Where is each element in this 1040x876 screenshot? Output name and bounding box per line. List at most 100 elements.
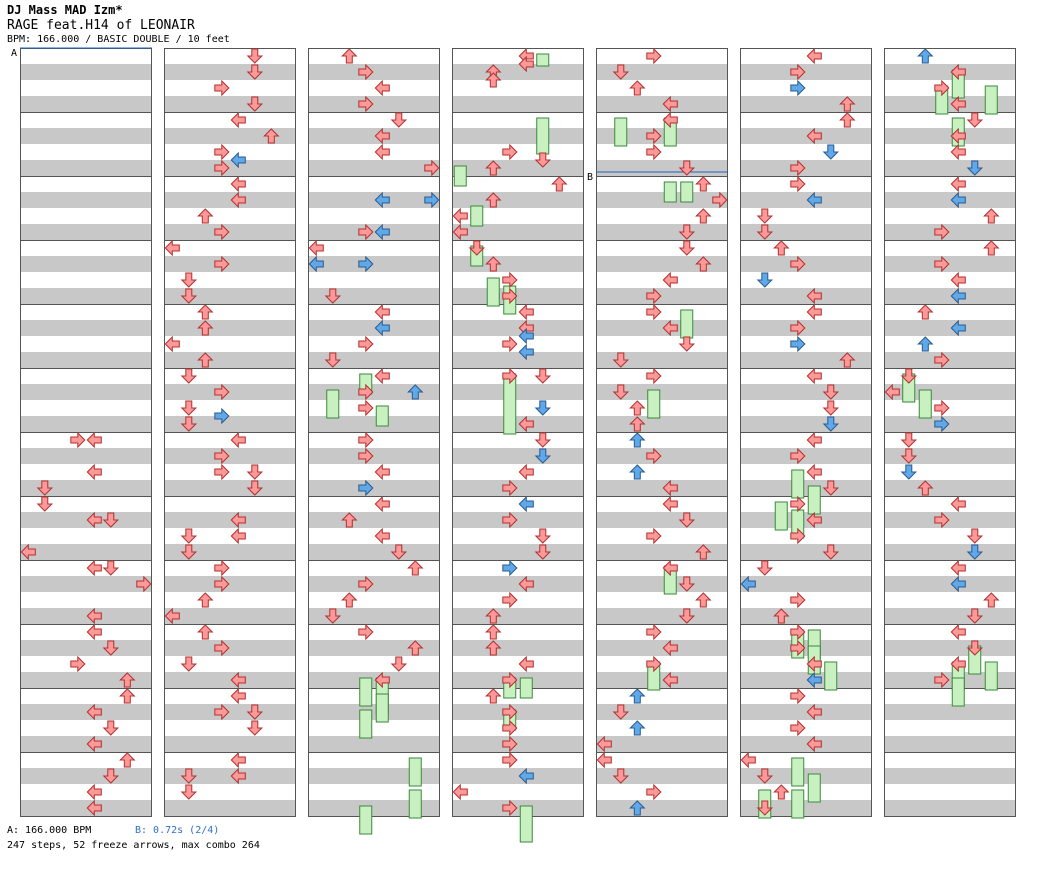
beat-stripe xyxy=(20,672,152,688)
beat-stripe xyxy=(308,768,440,784)
beat-stripe xyxy=(164,736,296,752)
step-arrow xyxy=(86,463,102,481)
step-arrow xyxy=(424,159,440,177)
beat-stripe xyxy=(164,128,296,144)
beat-stripe xyxy=(20,288,152,304)
freeze-arrow xyxy=(375,405,389,427)
beat-stripe xyxy=(596,64,728,80)
step-arrow xyxy=(180,768,198,784)
step-arrow xyxy=(629,720,646,736)
beat-stripe xyxy=(884,128,1016,144)
step-arrow xyxy=(662,479,678,497)
step-arrow xyxy=(230,511,246,529)
beat-stripe xyxy=(308,224,440,240)
step-arrow xyxy=(246,704,264,720)
step-arrow xyxy=(806,463,822,481)
chart-info: BPM: 166.000 / BASIC DOUBLE / 10 feet xyxy=(7,34,230,45)
step-arrow xyxy=(86,559,102,577)
freeze-arrow xyxy=(984,661,998,691)
step-arrow xyxy=(502,719,518,737)
freeze-arrow xyxy=(408,789,422,819)
step-arrow xyxy=(900,432,918,448)
beat-stripe xyxy=(740,672,872,688)
step-arrow xyxy=(36,480,54,496)
step-arrow xyxy=(950,127,966,145)
beat-stripe xyxy=(452,704,584,720)
beat-stripe xyxy=(596,544,728,560)
beat-stripe xyxy=(308,256,440,272)
beat-stripe xyxy=(452,96,584,112)
step-arrow xyxy=(806,735,822,753)
step-arrow xyxy=(324,352,342,368)
beat-stripe xyxy=(596,96,728,112)
step-arrow xyxy=(596,751,612,769)
step-arrow xyxy=(950,559,966,577)
step-arrow xyxy=(214,447,230,465)
beat-stripe xyxy=(884,320,1016,336)
beat-stripe xyxy=(164,480,296,496)
step-arrow xyxy=(230,431,246,449)
step-arrow xyxy=(629,416,646,432)
step-arrow xyxy=(102,720,120,736)
step-arrow xyxy=(214,223,230,241)
step-arrow xyxy=(646,287,662,305)
beat-stripe xyxy=(740,288,872,304)
step-arrow xyxy=(102,640,120,656)
step-arrow xyxy=(164,335,180,353)
step-arrow xyxy=(230,151,246,169)
step-arrow xyxy=(518,415,534,433)
beat-stripe xyxy=(452,480,584,496)
step-arrow xyxy=(934,415,950,433)
beat-stripe xyxy=(884,640,1016,656)
step-arrow xyxy=(502,559,518,577)
step-arrow xyxy=(502,591,518,609)
step-arrow xyxy=(324,288,342,304)
step-arrow xyxy=(806,47,822,65)
step-arrow xyxy=(966,608,984,624)
freeze-arrow xyxy=(536,117,550,155)
step-arrow xyxy=(197,624,214,640)
beat-stripe xyxy=(452,736,584,752)
step-arrow xyxy=(806,511,822,529)
step-arrow xyxy=(678,224,696,240)
step-arrow xyxy=(806,367,822,385)
column-border xyxy=(452,48,584,817)
step-arrow xyxy=(214,575,230,593)
freeze-arrow xyxy=(807,773,821,803)
beat-stripe xyxy=(308,96,440,112)
step-arrow xyxy=(485,640,502,656)
beat-stripe xyxy=(596,608,728,624)
step-arrow xyxy=(983,240,1000,256)
step-arrow xyxy=(374,319,390,337)
beat-stripe xyxy=(164,640,296,656)
step-arrow xyxy=(390,112,408,128)
step-arrow xyxy=(695,544,712,560)
beat-stripe xyxy=(452,384,584,400)
beat-stripe xyxy=(308,64,440,80)
step-arrow xyxy=(646,655,662,673)
step-arrow xyxy=(662,639,678,657)
step-arrow xyxy=(646,47,662,65)
step-arrow xyxy=(518,655,534,673)
step-arrow xyxy=(629,464,646,480)
step-arrow xyxy=(790,255,806,273)
step-arrow xyxy=(374,671,390,689)
step-arrow xyxy=(70,431,86,449)
step-arrow xyxy=(502,671,518,689)
step-arrow xyxy=(86,783,102,801)
step-arrow xyxy=(534,432,552,448)
step-arrow xyxy=(102,560,120,576)
beat-stripe xyxy=(20,352,152,368)
step-arrow xyxy=(756,800,774,816)
column-border xyxy=(740,48,872,817)
beat-stripe xyxy=(308,672,440,688)
step-arrow xyxy=(950,287,966,305)
step-arrow xyxy=(358,575,374,593)
step-arrow xyxy=(662,671,678,689)
step-arrow xyxy=(452,207,468,225)
step-arrow xyxy=(502,735,518,753)
step-arrow xyxy=(308,255,324,273)
beat-stripe xyxy=(452,288,584,304)
step-arrow xyxy=(790,719,806,737)
step-arrow xyxy=(612,64,630,80)
